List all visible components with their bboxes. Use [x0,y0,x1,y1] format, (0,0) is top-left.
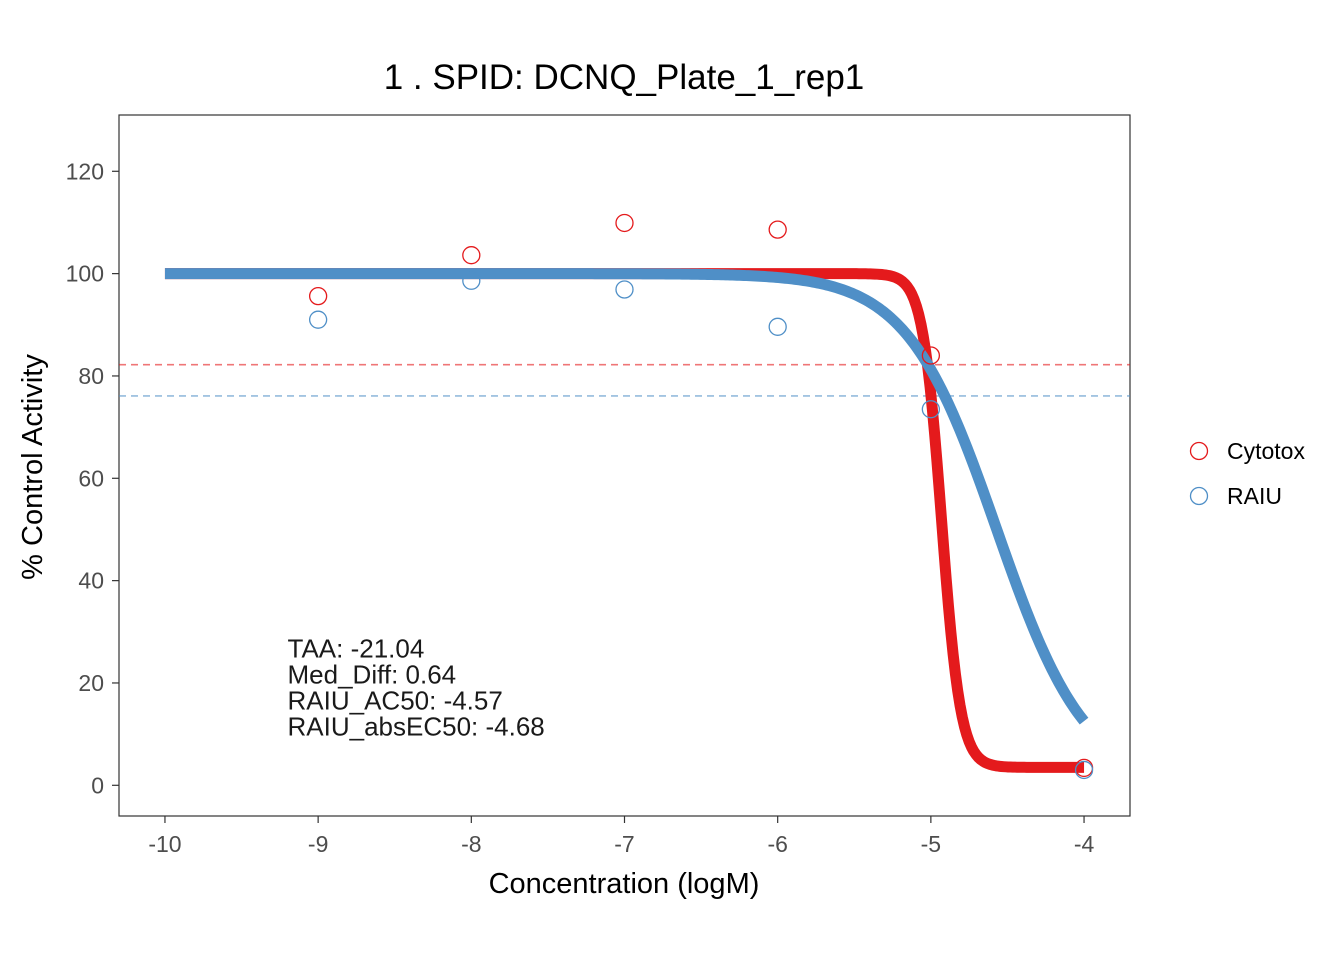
data-point-cytotox [768,220,787,239]
data-point-cytotox [462,246,481,265]
x-tick-label: -9 [308,831,328,857]
legend-key-cytotox [1189,441,1209,461]
fit-curve-raiu [161,268,1089,725]
annotation-line: TAA: -21.04 [288,633,425,663]
x-tick-label: -10 [148,831,181,857]
x-tick-label: -6 [767,831,787,857]
data-point-cytotox [615,213,634,233]
x-tick-label: -7 [614,831,634,857]
x-axis-title: Concentration (logM) [489,868,760,900]
legend-key-raiu [1189,486,1209,506]
data-point-raiu [308,310,328,329]
data-point-cytotox [308,286,328,306]
data-point-raiu [921,400,941,419]
y-tick-label: 120 [66,158,104,184]
data-point-raiu [462,271,481,290]
annotation-line: Med_Diff: 0.64 [288,659,457,689]
y-axis-title: % Control Activity [17,354,49,580]
y-tick-label: 0 [91,772,104,798]
data-point-raiu [768,317,787,336]
annotation-line: RAIU_AC50: -4.57 [288,685,503,715]
data-point-raiu [1074,760,1094,780]
annotation-line: RAIU_absEC50: -4.68 [288,711,545,741]
y-tick-label: 60 [78,465,104,491]
y-tick-label: 100 [66,261,104,287]
y-tick-label: 20 [78,670,104,696]
legend-label-raiu: RAIU [1227,483,1282,509]
y-tick-label: 80 [78,363,104,389]
legend: Cytotox RAIU [1189,438,1305,509]
x-tick-label: -8 [461,831,481,857]
legend-label-cytotox: Cytotox [1227,438,1305,464]
x-tick-label: -5 [921,831,941,857]
x-tick-label: -4 [1074,831,1095,857]
data-point-raiu [615,280,634,299]
data-point-cytotox [921,346,941,365]
plot-area: 0 20 40 60 80 100 120 -10 -9 -8 -7 -6 -5 -4 TAA: -21.0… [66,114,1131,857]
y-tick-label: 40 [78,568,104,594]
chart-title: 1 . SPID: DCNQ_Plate_1_rep1 [384,58,865,97]
